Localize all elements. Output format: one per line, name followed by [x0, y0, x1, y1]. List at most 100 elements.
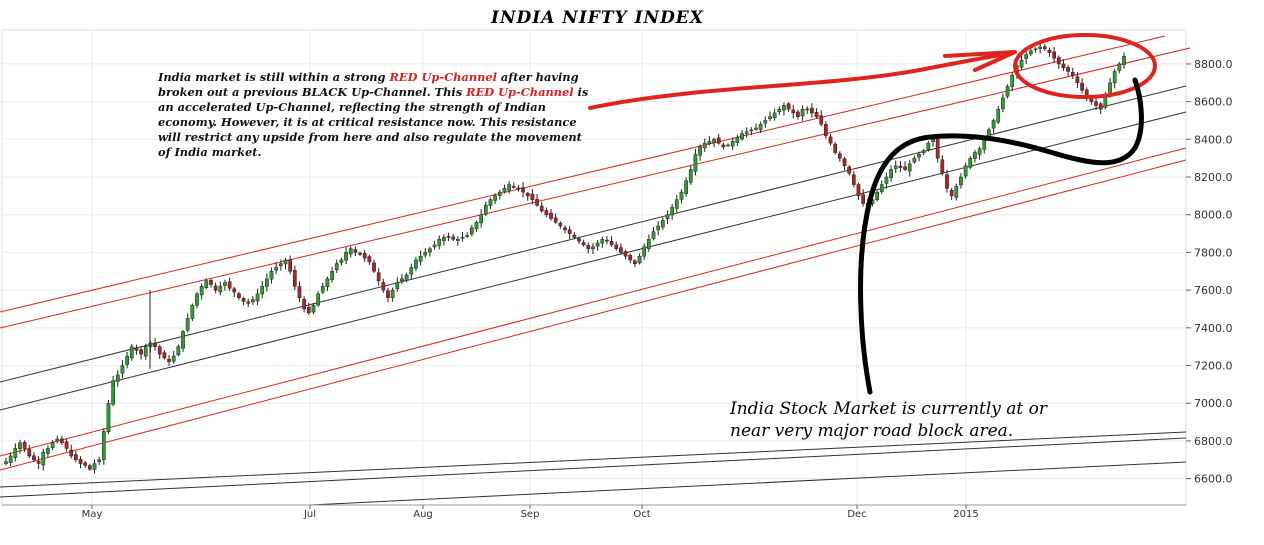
candle-body: [912, 157, 917, 163]
candle-body: [679, 191, 684, 200]
candle-body: [428, 248, 432, 253]
candle-body: [1066, 67, 1070, 72]
candle-body: [665, 214, 670, 220]
candle-body: [209, 279, 213, 285]
candle-body: [171, 355, 176, 362]
candle-body: [875, 191, 879, 200]
candle-body: [423, 252, 428, 256]
candle-body: [414, 259, 418, 269]
candle-body: [27, 449, 32, 457]
x-tick-label: 2015: [953, 509, 978, 520]
candle-body: [847, 166, 852, 174]
candle-body: [712, 139, 716, 143]
y-tick-label: 7200.0: [1194, 360, 1233, 373]
channel-line: [0, 159, 1187, 471]
candle-body: [265, 278, 269, 287]
candle-body: [176, 346, 181, 356]
candle-body: [810, 107, 814, 114]
channel-line: [0, 431, 1187, 488]
candle-body: [41, 451, 46, 466]
note-red-2: RED Up-Channel: [466, 85, 574, 99]
candle-body: [409, 267, 414, 275]
candle-body: [726, 144, 730, 147]
annotation-callout: India Stock Market is currently at or ne…: [730, 398, 1150, 442]
candle-body: [1005, 86, 1010, 97]
y-tick-label: 7400.0: [1194, 322, 1233, 335]
candle-body: [516, 187, 521, 190]
candle-body: [614, 244, 619, 249]
candle-body: [768, 116, 772, 119]
candle-body: [36, 461, 41, 464]
channel-line: [0, 35, 1166, 313]
candle-body: [982, 139, 987, 150]
y-tick-label: 8000.0: [1194, 209, 1233, 222]
candle-body: [353, 249, 358, 253]
note-text-3: is an accelerated Up-Channel, reflecting…: [158, 85, 589, 159]
candle-body: [921, 150, 926, 154]
chart-title: INDIA NIFTY INDEX: [491, 8, 704, 28]
candle-body: [973, 152, 977, 159]
y-axis: 6600.0 6800.0 7000.0 7200.0 7400.0 7600.0 7800…: [1186, 58, 1233, 486]
candle-body: [74, 454, 78, 461]
candle-body: [493, 195, 497, 201]
candle-body: [390, 289, 395, 298]
candle-body: [637, 255, 642, 264]
candle-body: [153, 342, 157, 347]
candle-body: [544, 210, 549, 215]
candle-body: [1038, 46, 1043, 49]
candle-body: [553, 217, 558, 223]
candle-body: [1028, 50, 1033, 55]
candle-body: [754, 127, 758, 130]
y-tick-label: 8400.0: [1194, 133, 1233, 146]
candle-body: [563, 227, 567, 231]
candle-body: [442, 237, 446, 241]
candle-body: [418, 255, 423, 262]
candle-body: [400, 278, 404, 282]
candle-body: [926, 142, 931, 150]
candle-body: [828, 136, 833, 144]
note-text-1: India market is still within a strong: [158, 70, 390, 84]
candle-body: [879, 184, 884, 192]
candle-body: [4, 461, 8, 464]
candle-body: [525, 193, 530, 197]
candle-body: [465, 235, 470, 237]
candle-body: [134, 347, 139, 351]
candle-body: [451, 236, 456, 240]
x-tick-label: Dec: [847, 509, 866, 520]
candle-body: [628, 254, 633, 261]
candle-body: [772, 112, 777, 119]
candle-body: [311, 304, 316, 313]
hand-drawn-markup: [588, 33, 1157, 395]
x-tick-label: May: [82, 509, 103, 520]
y-tick-label: 8200.0: [1194, 171, 1233, 184]
candle-body: [69, 449, 74, 457]
candle-body: [1047, 49, 1052, 53]
candle-body: [749, 129, 754, 132]
callout-line-2: near very major road block area.: [730, 421, 1014, 441]
candle-body: [101, 431, 106, 461]
candle-body: [362, 253, 367, 259]
candle-body: [497, 191, 502, 196]
candle-body: [18, 442, 22, 450]
candle-body: [949, 189, 954, 197]
candle-body: [162, 352, 167, 359]
candle-body: [935, 139, 940, 159]
candle-body: [1019, 59, 1024, 68]
candle-body: [167, 359, 171, 362]
candle-body: [185, 318, 190, 331]
candle-body: [199, 286, 204, 296]
candle-body: [796, 111, 800, 117]
candle-body: [13, 448, 18, 458]
candle-body: [483, 205, 488, 215]
candlesticks: [4, 43, 1126, 474]
candle-body: [777, 108, 782, 113]
candle-body: [623, 251, 628, 257]
candle-body: [647, 238, 651, 249]
candle-body: [125, 355, 129, 365]
candle-body: [511, 186, 516, 188]
candle-body: [334, 263, 339, 270]
candle-body: [791, 109, 796, 114]
candle-body: [898, 165, 903, 168]
candle-body: [619, 247, 623, 253]
candle-body: [139, 349, 143, 355]
